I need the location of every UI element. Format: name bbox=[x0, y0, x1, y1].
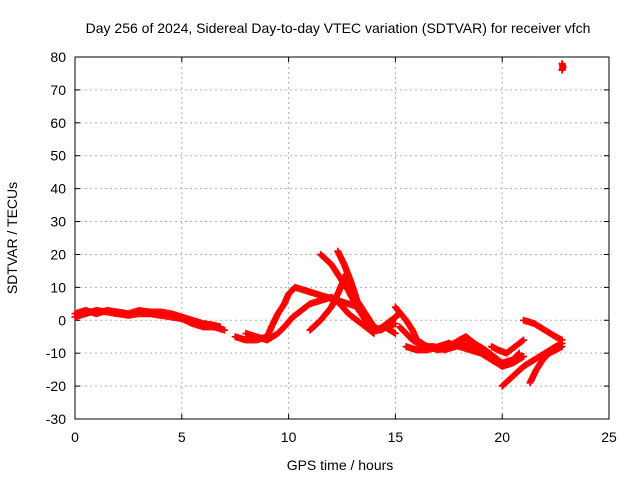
chart-title: Day 256 of 2024, Sidereal Day-to-day VTE… bbox=[86, 20, 591, 36]
data-point-marker bbox=[520, 336, 528, 344]
x-axis-label: GPS time / hours bbox=[287, 457, 394, 473]
plot-frame bbox=[74, 56, 610, 420]
y-tick-label: 10 bbox=[50, 279, 66, 295]
y-tick-label: -30 bbox=[46, 411, 66, 427]
y-tick-label: 50 bbox=[50, 148, 66, 164]
x-tick-label: 15 bbox=[388, 429, 404, 445]
x-axis-ticks: 0 5 10 15 20 25 bbox=[71, 57, 617, 445]
data-point-marker bbox=[518, 337, 526, 345]
data-point-marker bbox=[216, 323, 224, 331]
x-tick-label: 10 bbox=[281, 429, 297, 445]
data-point-marker bbox=[520, 352, 528, 360]
y-tick-label: -10 bbox=[46, 345, 66, 361]
y-tick-label: -20 bbox=[46, 378, 66, 394]
x-tick-label: 5 bbox=[178, 429, 186, 445]
y-tick-label: 30 bbox=[50, 214, 66, 230]
y-tick-label: 0 bbox=[58, 312, 66, 328]
y-tick-label: 80 bbox=[50, 49, 66, 65]
data-point-marker bbox=[518, 353, 526, 361]
y-axis-label: SDTVAR / TECUs bbox=[4, 182, 20, 294]
data-point-marker bbox=[558, 336, 566, 344]
x-tick-label: 20 bbox=[494, 429, 510, 445]
y-tick-label: 60 bbox=[50, 115, 66, 131]
x-tick-label: 0 bbox=[71, 429, 79, 445]
y-tick-label: 40 bbox=[50, 181, 66, 197]
data-point-marker bbox=[221, 326, 229, 334]
data-point-marker bbox=[391, 329, 399, 337]
data-point-marker bbox=[391, 320, 399, 328]
y-axis-ticks: -30 -20 -10 0 10 20 30 40 50 60 70 80 bbox=[46, 49, 609, 427]
data-point-marker bbox=[558, 343, 566, 351]
y-tick-label: 20 bbox=[50, 246, 66, 262]
data-point-marker bbox=[390, 329, 398, 337]
data-points bbox=[71, 60, 567, 390]
y-tick-label: 70 bbox=[50, 82, 66, 98]
x-tick-label: 25 bbox=[601, 429, 617, 445]
data-point-marker bbox=[558, 60, 566, 68]
